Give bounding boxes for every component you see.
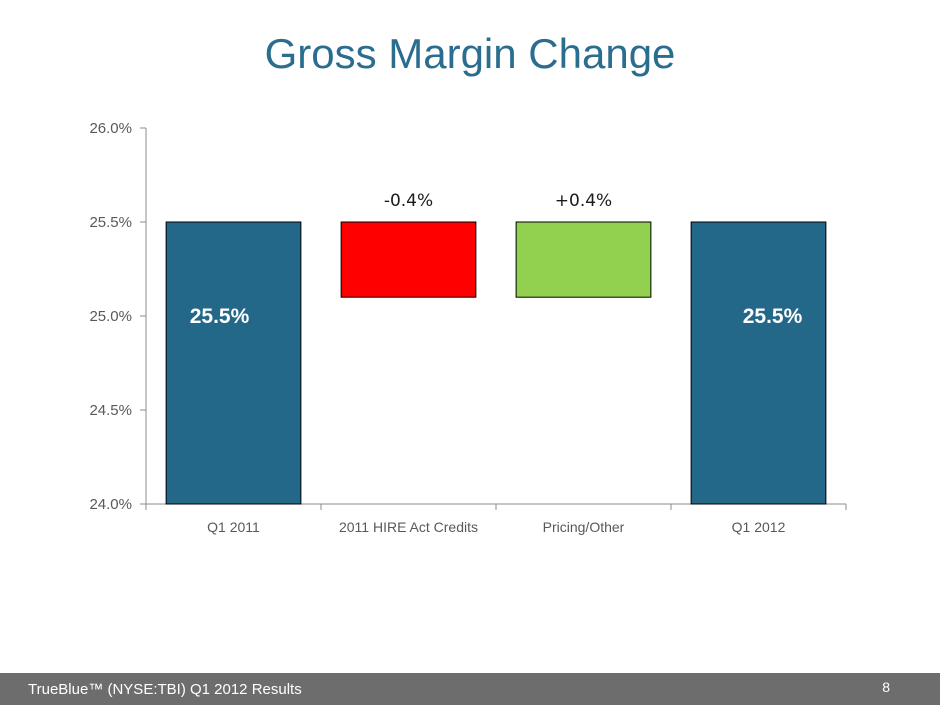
bar-decrease	[340, 221, 477, 298]
y-tick-label: 24.0%	[89, 496, 132, 513]
y-tick-label: 24.5%	[89, 402, 132, 419]
slide-title: Gross Margin Change	[264, 30, 676, 77]
bar-value-label: -0.4%	[384, 191, 433, 211]
x-category-label: 2011 HIRE Act Credits	[339, 519, 478, 535]
page-number: 8	[882, 679, 890, 695]
footer-text: TrueBlue™ (NYSE:TBI) Q1 2012 Results	[28, 681, 302, 698]
bar-value-label: +0.4%	[555, 191, 612, 211]
y-tick-label: 25.5%	[89, 214, 132, 231]
y-tick-label: 25.0%	[89, 308, 132, 325]
x-category-label: Q1 2011	[207, 519, 260, 535]
y-tick-label: 26.0%	[89, 120, 132, 137]
bar-value-label: 25.5%	[743, 305, 803, 328]
bar-value-label: 25.5%	[190, 305, 250, 328]
bar-total	[165, 221, 302, 505]
bar-total	[690, 221, 827, 505]
x-category-label: Pricing/Other	[543, 519, 625, 535]
gross-margin-waterfall-chart: 24.0% 24.5% 25.0% 25.5% 26.0% Q1 2011 2011 HIR…	[89, 120, 847, 535]
footer-bar: TrueBlue™ (NYSE:TBI) Q1 2012 Results 8	[0, 673, 940, 705]
x-category-label: Q1 2012	[732, 519, 786, 535]
bar-increase	[515, 221, 652, 298]
